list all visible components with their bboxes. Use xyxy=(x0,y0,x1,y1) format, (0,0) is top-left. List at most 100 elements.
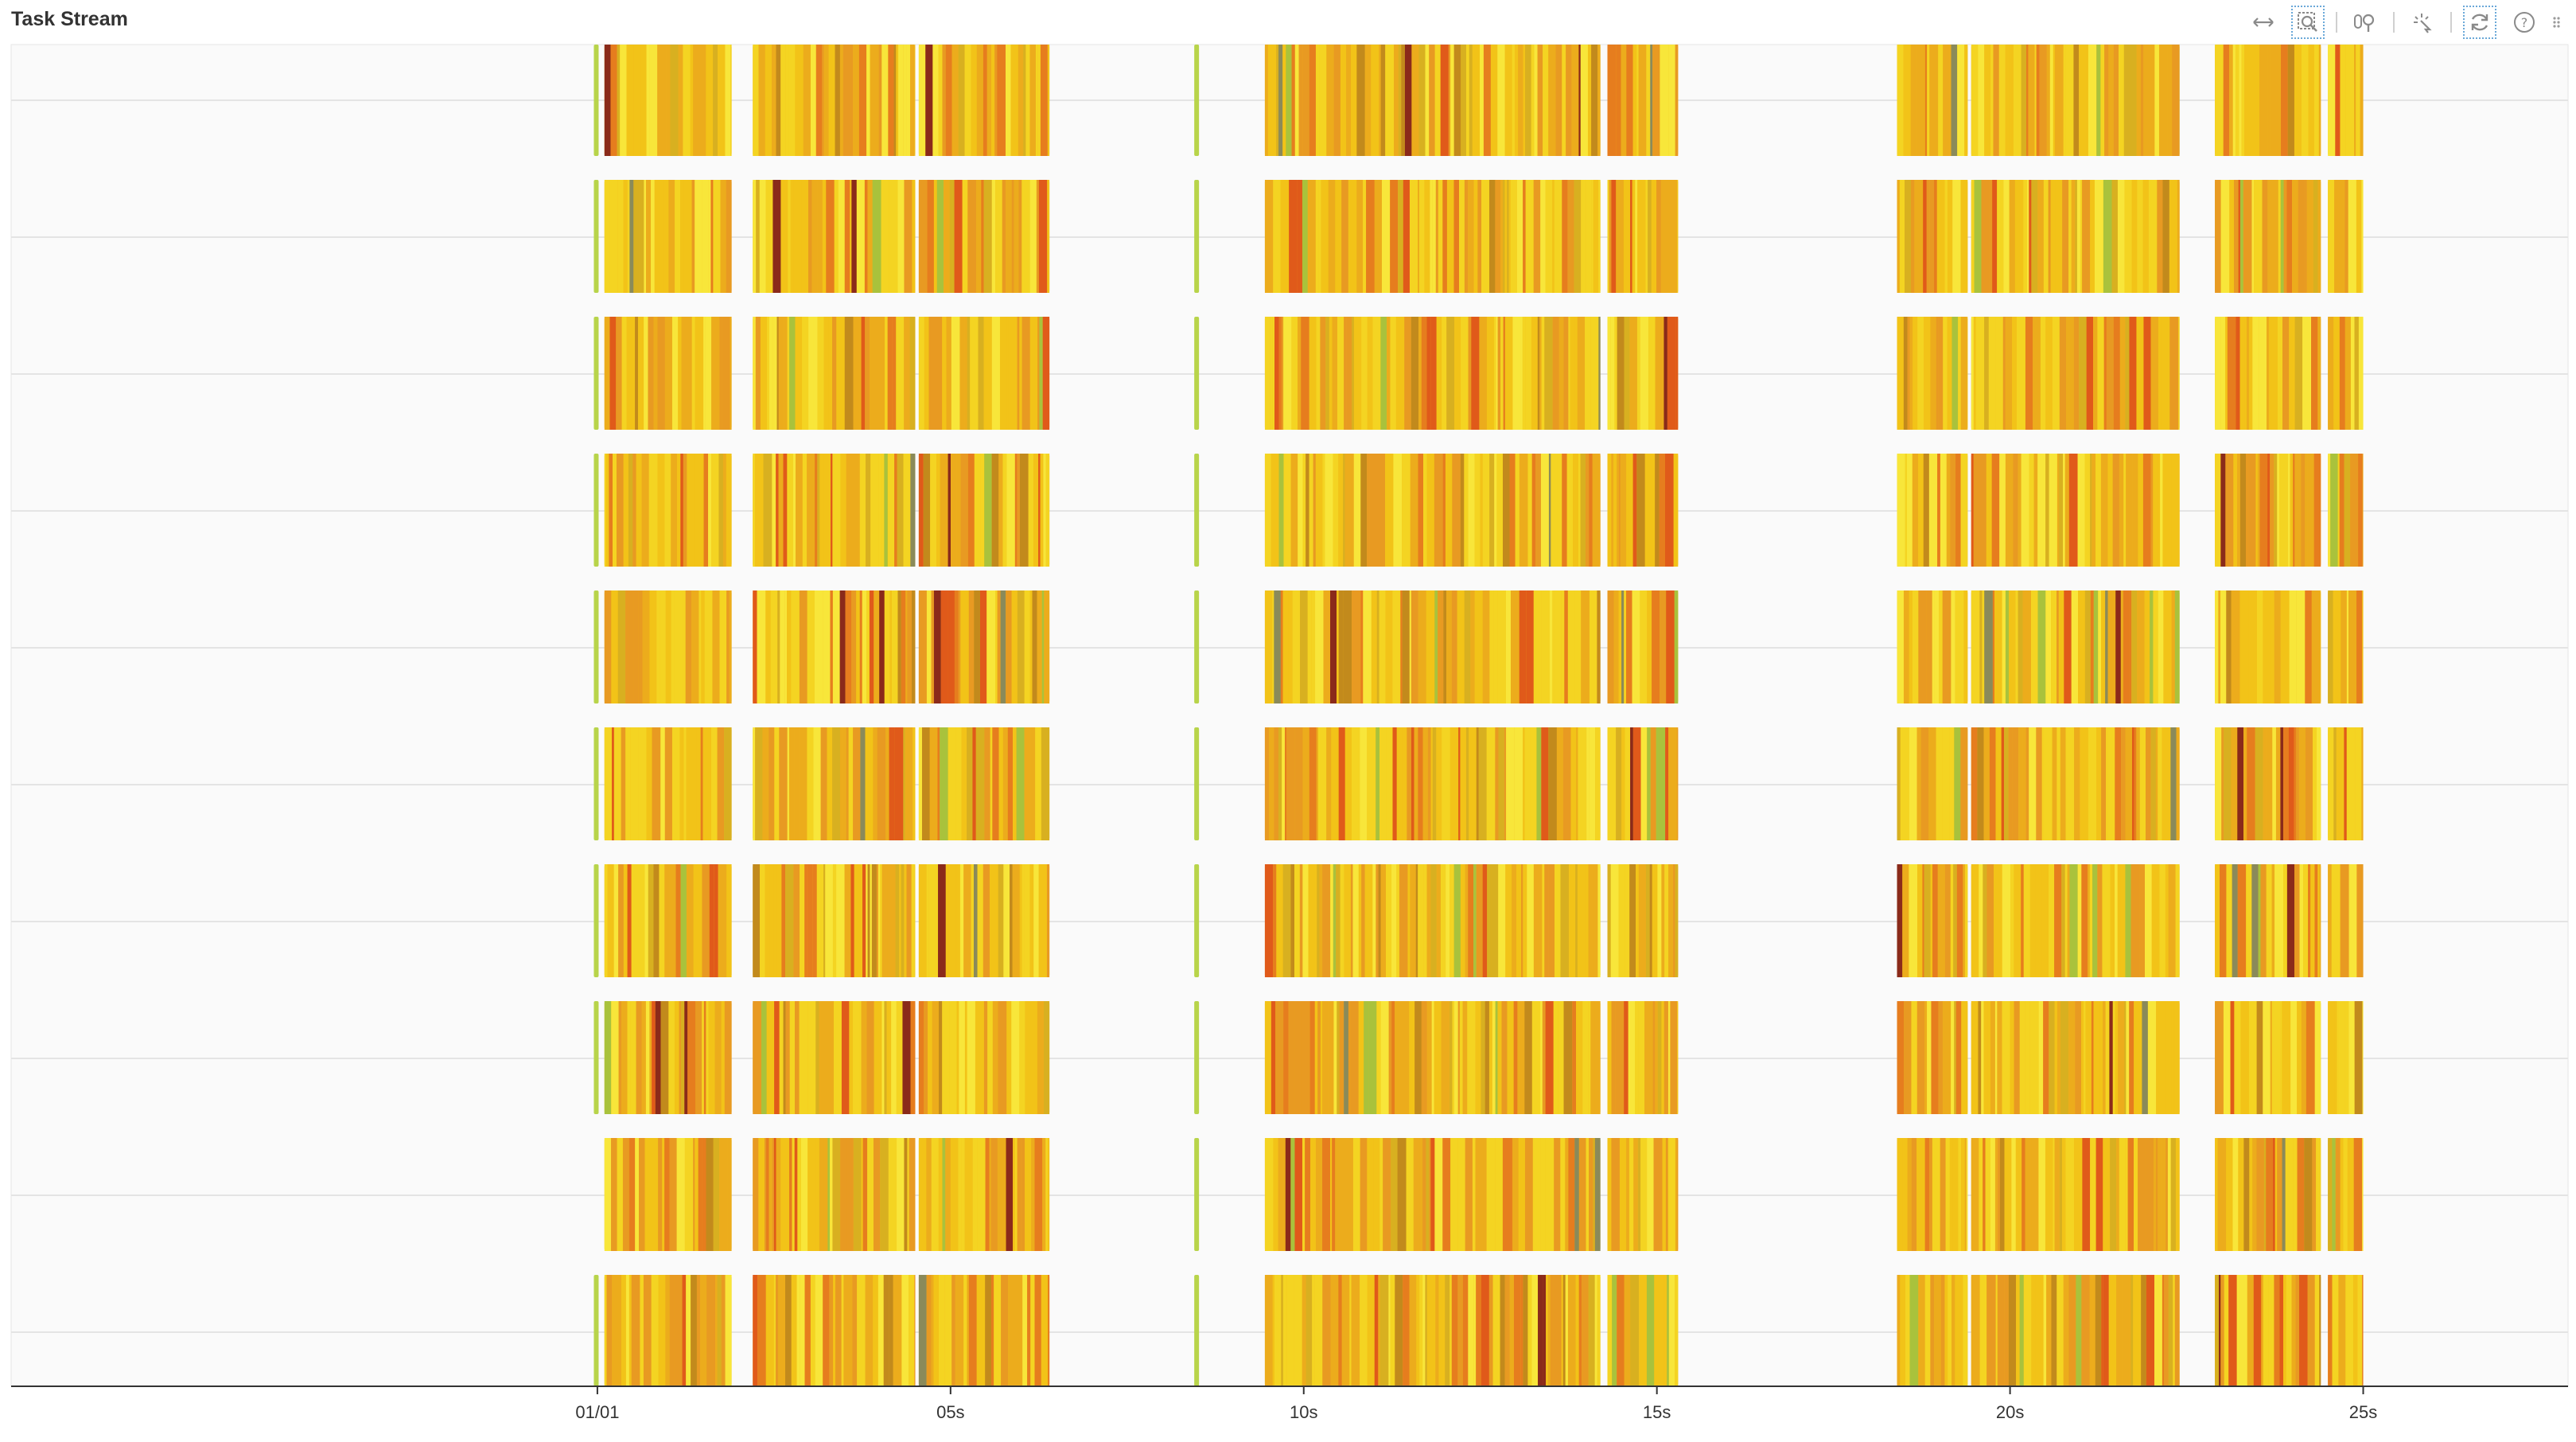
task-bar xyxy=(2021,1138,2025,1251)
toolbar-menu-icon[interactable] xyxy=(2552,6,2562,39)
task-bar xyxy=(1518,1138,1525,1251)
task-bar xyxy=(1997,180,2004,293)
task-bar xyxy=(2112,1001,2115,1114)
task-bar xyxy=(1429,45,1435,156)
task-bar xyxy=(1531,1275,1539,1386)
task-bar xyxy=(1446,864,1450,977)
task-bar xyxy=(1387,317,1391,430)
task-bar xyxy=(1450,45,1454,156)
task-bar xyxy=(2236,1275,2239,1386)
task-bar xyxy=(2112,454,2119,567)
task-bar xyxy=(785,864,794,977)
box-zoom-icon[interactable] xyxy=(2291,6,2325,39)
task-bar xyxy=(621,1275,626,1386)
task-bar xyxy=(903,727,905,840)
task-bar xyxy=(1008,317,1018,430)
task-bar xyxy=(1636,317,1640,430)
pan-icon[interactable] xyxy=(2247,6,2280,39)
task-bar xyxy=(1376,454,1386,567)
task-bar xyxy=(1517,1001,1520,1114)
task-bar xyxy=(2169,317,2179,430)
task-bar xyxy=(2036,727,2042,840)
task-bar xyxy=(1597,1275,1601,1386)
task-bar xyxy=(1449,1001,1453,1114)
task-bar xyxy=(1568,1138,1575,1251)
task-bar xyxy=(1264,317,1270,430)
task-bar xyxy=(1364,45,1372,156)
task-bar xyxy=(703,454,709,567)
task-bar xyxy=(1930,864,1933,977)
task-bar xyxy=(778,454,784,567)
task-bar xyxy=(1626,454,1628,567)
task-bar xyxy=(973,864,978,977)
wheel-zoom-icon[interactable] xyxy=(2348,6,2382,39)
task-bar xyxy=(1358,864,1362,977)
task-bar xyxy=(772,454,776,567)
task-bar xyxy=(2302,317,2312,430)
task-bar xyxy=(774,1001,780,1114)
task-bar xyxy=(1432,180,1436,293)
task-bar xyxy=(2111,180,2118,293)
task-bar xyxy=(1464,180,1469,293)
tap-icon[interactable] xyxy=(2406,6,2439,39)
task-bar xyxy=(2079,317,2087,430)
task-bar xyxy=(1597,590,1601,703)
task-bar xyxy=(870,45,879,156)
task-bar xyxy=(1409,1275,1412,1386)
task-bar xyxy=(1363,590,1372,703)
task-bar xyxy=(644,1138,652,1251)
task-bar xyxy=(2332,1275,2339,1386)
task-bar xyxy=(1949,1138,1953,1251)
reset-icon[interactable] xyxy=(2463,6,2496,39)
task-bar xyxy=(593,727,599,840)
help-icon[interactable]: ? xyxy=(2508,6,2541,39)
task-bar xyxy=(1418,317,1422,430)
task-bar xyxy=(2022,590,2031,703)
task-bar xyxy=(1999,1138,2005,1251)
task-bar xyxy=(2162,1275,2164,1386)
task-bar xyxy=(676,454,681,567)
task-bar xyxy=(901,1275,909,1386)
task-bar xyxy=(1400,590,1403,703)
task-bar xyxy=(1366,180,1375,293)
task-bar xyxy=(2133,1275,2142,1386)
task-bar xyxy=(2263,1275,2269,1386)
task-bar xyxy=(2340,864,2349,977)
task-bar xyxy=(1376,864,1379,977)
task-bar xyxy=(1025,1138,1032,1251)
task-bar xyxy=(1638,864,1646,977)
toolbar-separator xyxy=(2393,12,2395,33)
task-bar xyxy=(967,727,973,840)
task-bar xyxy=(1464,590,1471,703)
task-bar xyxy=(2301,1001,2306,1114)
task-bar xyxy=(1404,45,1412,156)
task-bar xyxy=(1992,180,1998,293)
task-bar xyxy=(706,1001,709,1114)
task-bar xyxy=(958,590,961,703)
task-bar xyxy=(936,180,944,293)
task-bar xyxy=(1388,1001,1392,1114)
task-bar xyxy=(1426,590,1435,703)
task-bar xyxy=(1278,1138,1286,1251)
task-bar xyxy=(2018,727,2023,840)
task-bar xyxy=(1556,727,1563,840)
task-bar xyxy=(906,864,912,977)
task-bar xyxy=(2113,590,2116,703)
task-bar xyxy=(721,1275,726,1386)
task-bar xyxy=(2335,45,2341,156)
task-bar xyxy=(1944,180,1948,293)
task-bar xyxy=(904,317,910,430)
task-bar xyxy=(620,45,627,156)
task-bar xyxy=(1492,1001,1496,1114)
task-bar xyxy=(2267,45,2271,156)
task-bar xyxy=(1607,1138,1612,1251)
task-bar xyxy=(1647,1138,1654,1251)
task-bar xyxy=(1950,454,1956,567)
task-bar xyxy=(1315,1138,1323,1251)
task-bar xyxy=(912,180,916,293)
task-bar xyxy=(2345,45,2355,156)
task-bar xyxy=(832,864,837,977)
task-bar xyxy=(679,1001,682,1114)
task-bar xyxy=(1272,590,1274,703)
